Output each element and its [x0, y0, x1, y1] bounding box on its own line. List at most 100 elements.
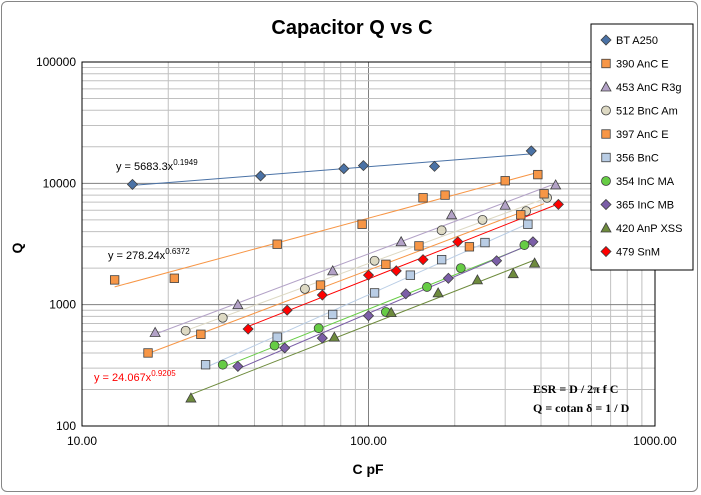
data-point	[418, 193, 428, 203]
data-point	[200, 360, 211, 370]
legend-label: 365 InC MB	[616, 200, 674, 212]
x-tick-label: 10.00	[67, 434, 97, 448]
data-point	[369, 288, 380, 298]
data-point	[242, 323, 254, 335]
data-point	[414, 241, 424, 251]
trendline	[154, 183, 556, 335]
trendline	[247, 203, 559, 327]
series-markers	[200, 219, 533, 370]
data-point	[217, 359, 228, 370]
tick-labels: 10.00 100.00 1000.00 100 1000 10000 100000	[36, 55, 677, 448]
legend-item: 354 InC MA	[601, 176, 675, 188]
data-point	[313, 323, 324, 334]
data-point	[528, 257, 541, 268]
formula-note: ESR = D / 2π f C Q = cotan δ = 1 / D	[533, 382, 630, 415]
legend-label: 390 AnC E	[616, 59, 669, 71]
data-point	[232, 360, 244, 372]
legend-label: 479 SnM	[616, 247, 660, 259]
data-point	[428, 160, 441, 172]
data-point	[455, 263, 466, 274]
legend-item: BT A250	[600, 34, 658, 47]
data-point	[169, 273, 179, 283]
esr-formula: ESR = D / 2π f C	[533, 382, 618, 396]
data-point	[357, 160, 369, 172]
y-tick-label: 1000	[49, 298, 76, 312]
x-tick-label: 100.00	[350, 434, 387, 448]
data-point	[405, 270, 416, 280]
data-point	[328, 331, 341, 342]
data-point	[432, 287, 444, 298]
series-markers	[149, 179, 562, 337]
data-point	[533, 169, 543, 180]
data-point	[552, 198, 564, 211]
q-formula: Q = cotan δ = 1 / D	[533, 401, 630, 415]
data-point	[452, 236, 464, 248]
data-point	[338, 163, 350, 175]
data-point	[499, 199, 511, 210]
data-markers	[109, 145, 564, 403]
data-point	[390, 265, 402, 277]
data-point	[400, 288, 412, 300]
trendline	[205, 223, 529, 368]
series-markers	[185, 257, 541, 403]
y-axis-title: Q	[9, 242, 25, 253]
data-point	[254, 170, 267, 182]
trendline	[185, 197, 548, 332]
legend-marker	[601, 176, 611, 186]
data-point	[315, 280, 326, 290]
legend-label: BT A250	[616, 35, 658, 47]
legend-marker	[600, 81, 612, 92]
legend-label: 453 AnC R3g	[616, 82, 681, 94]
data-point	[316, 332, 328, 344]
data-point	[109, 275, 120, 285]
legend-item: 390 AnC E	[601, 58, 669, 71]
x-axis-title: C pF	[352, 461, 384, 477]
data-point	[316, 289, 328, 301]
data-point	[385, 306, 397, 318]
series-markers	[109, 169, 543, 285]
trendline-equation: y = 5683.3x0.1949	[116, 158, 198, 173]
data-point	[269, 340, 280, 351]
data-point	[328, 309, 338, 320]
legend-label: 512 BnC Am	[616, 106, 678, 118]
legend: BT A250 390 AnC E 453 AnC R3g 512 BnC Am 397…	[590, 23, 694, 271]
data-point	[500, 176, 510, 186]
trendline	[190, 259, 535, 395]
legend-item: 397 AnC E	[601, 129, 669, 141]
legend-label: 354 InC MA	[616, 176, 675, 188]
legend-label: 397 AnC E	[616, 129, 669, 141]
trendline-equation: y = 24.067x0.9205	[94, 369, 176, 384]
data-point	[436, 225, 447, 236]
data-point	[395, 235, 407, 247]
y-tick-label: 10000	[43, 176, 77, 190]
data-point	[196, 329, 206, 339]
trendline	[147, 203, 545, 354]
legend-item: 420 AnP XSS	[600, 222, 682, 235]
legend-item: 365 InC MB	[600, 198, 674, 212]
data-point	[477, 214, 488, 225]
data-point	[180, 325, 191, 336]
data-point	[539, 189, 549, 199]
legend-item: 512 BnC Am	[601, 106, 678, 118]
legend-marker	[601, 58, 611, 69]
data-point	[549, 179, 562, 190]
data-point	[126, 178, 139, 190]
legend-marker	[600, 198, 612, 211]
data-point	[272, 332, 282, 342]
data-point	[464, 242, 475, 252]
data-point	[417, 254, 429, 266]
data-point	[300, 283, 310, 294]
data-point	[149, 326, 161, 337]
data-point	[527, 236, 539, 248]
legend-marker	[600, 245, 612, 258]
data-point	[471, 274, 484, 285]
legend-marker	[600, 34, 612, 46]
data-point	[525, 145, 537, 157]
y-tick-label: 100	[56, 419, 76, 433]
data-point	[185, 392, 197, 403]
data-point	[491, 255, 503, 267]
data-point	[362, 310, 375, 322]
legend-marker	[600, 222, 612, 233]
trendline-labels: y = 5683.3x0.1949 y = 278.24x0.6372 y = 24…	[94, 158, 198, 384]
